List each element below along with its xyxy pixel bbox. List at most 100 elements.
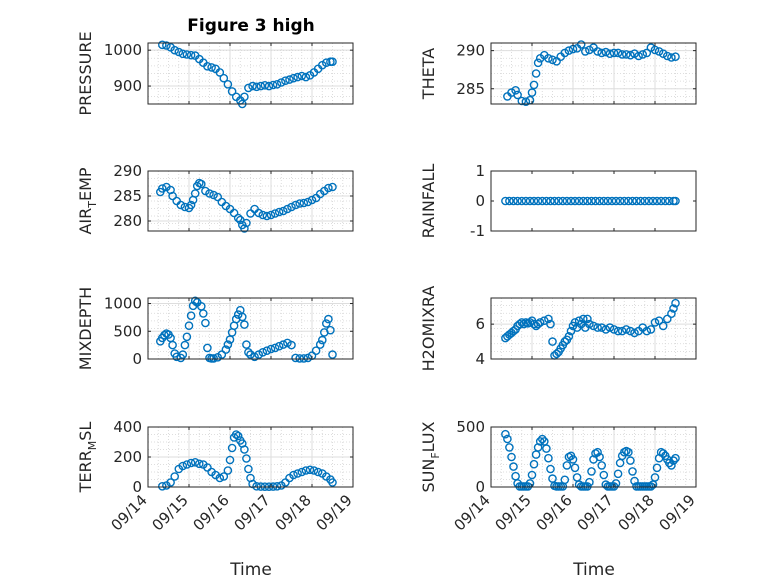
data-point bbox=[615, 196, 625, 206]
data-point bbox=[289, 470, 298, 480]
y-axis-label-subscript: T bbox=[86, 201, 99, 209]
data-point bbox=[638, 50, 648, 59]
data-point bbox=[593, 47, 602, 56]
data-point bbox=[529, 196, 539, 206]
y-axis-label-main: THETA bbox=[419, 48, 438, 100]
data-point bbox=[529, 80, 539, 90]
data-point bbox=[505, 443, 514, 452]
data-point bbox=[671, 52, 680, 62]
y-axis-label: SUNFLUX bbox=[419, 421, 442, 492]
data-point bbox=[262, 346, 272, 356]
data-point bbox=[501, 429, 510, 439]
y-tick-label: 4 bbox=[475, 350, 485, 368]
data-point bbox=[268, 80, 278, 90]
series-air_temp bbox=[155, 178, 337, 233]
data-point bbox=[168, 191, 177, 201]
data-point bbox=[511, 86, 520, 95]
data-point bbox=[258, 347, 268, 357]
data-point bbox=[622, 325, 631, 334]
data-point bbox=[278, 340, 288, 349]
data-point bbox=[233, 431, 243, 441]
y-axis-label-rest: LUX bbox=[419, 421, 438, 452]
data-point bbox=[542, 196, 551, 206]
data-point bbox=[215, 473, 225, 483]
data-point bbox=[654, 47, 664, 56]
data-point bbox=[585, 477, 594, 487]
data-point bbox=[574, 196, 584, 206]
data-point bbox=[593, 323, 602, 332]
data-point bbox=[640, 196, 650, 206]
data-point bbox=[223, 466, 233, 475]
data-point bbox=[566, 326, 576, 336]
data-point bbox=[252, 481, 261, 491]
data-point bbox=[242, 340, 251, 349]
data-point bbox=[207, 63, 216, 72]
data-point bbox=[287, 202, 296, 212]
data-point bbox=[317, 335, 327, 345]
data-point bbox=[589, 321, 598, 331]
data-point bbox=[564, 46, 574, 55]
data-point bbox=[299, 354, 309, 363]
axes-box bbox=[147, 170, 354, 232]
data-point bbox=[613, 326, 623, 336]
data-point bbox=[525, 196, 535, 206]
data-point bbox=[190, 296, 200, 306]
y-axis-label-rest: SL bbox=[76, 422, 95, 441]
y-tick-label: -1 bbox=[470, 222, 485, 240]
data-point bbox=[213, 192, 222, 202]
x-tick-label: 09/14 bbox=[451, 491, 494, 534]
data-point bbox=[157, 481, 167, 491]
y-tick-label: 0 bbox=[132, 478, 142, 496]
data-point bbox=[517, 318, 527, 327]
data-point bbox=[198, 309, 208, 318]
data-point bbox=[178, 49, 188, 59]
data-point bbox=[217, 350, 227, 359]
data-point bbox=[531, 69, 541, 78]
axes-h2omixra: 4 6 H2OMIXRA bbox=[419, 286, 697, 371]
y-axis-label-main: AIR bbox=[76, 208, 95, 235]
data-point bbox=[521, 196, 531, 206]
data-point bbox=[283, 204, 292, 214]
data-point bbox=[533, 196, 543, 206]
data-point bbox=[579, 196, 588, 206]
data-point bbox=[240, 224, 249, 233]
data-point bbox=[157, 40, 167, 50]
data-point bbox=[270, 209, 280, 218]
data-point bbox=[264, 81, 274, 91]
data-point bbox=[223, 340, 233, 349]
data-point bbox=[157, 184, 167, 193]
data-point bbox=[667, 53, 676, 62]
data-point bbox=[194, 459, 204, 469]
data-point bbox=[287, 340, 296, 350]
axes-air_temp: 280 285 290 AIRTEMP bbox=[76, 162, 354, 235]
y-axis-label-rest: EMP bbox=[76, 167, 95, 201]
y-axis-label: MIXDEPTH bbox=[76, 287, 95, 370]
data-point bbox=[225, 455, 235, 465]
data-point bbox=[307, 195, 317, 205]
data-point bbox=[276, 78, 286, 87]
data-point bbox=[242, 218, 251, 228]
data-point bbox=[274, 207, 284, 217]
data-point bbox=[601, 325, 611, 334]
y-axis-label-subscript: M bbox=[86, 441, 99, 451]
data-point bbox=[617, 50, 627, 59]
data-point bbox=[215, 68, 225, 77]
data-point bbox=[209, 190, 218, 200]
data-point bbox=[203, 343, 212, 353]
data-point bbox=[667, 309, 676, 319]
data-point bbox=[509, 326, 518, 336]
data-point bbox=[546, 196, 555, 206]
data-point bbox=[597, 323, 607, 332]
data-point bbox=[186, 50, 196, 60]
data-point bbox=[324, 314, 333, 324]
data-point bbox=[599, 196, 609, 206]
data-point bbox=[576, 40, 586, 49]
data-point bbox=[252, 82, 261, 92]
data-point bbox=[219, 472, 229, 481]
data-point bbox=[656, 196, 666, 206]
data-point bbox=[554, 196, 563, 206]
data-point bbox=[240, 445, 249, 454]
data-point bbox=[285, 75, 294, 84]
data-point bbox=[209, 354, 218, 363]
